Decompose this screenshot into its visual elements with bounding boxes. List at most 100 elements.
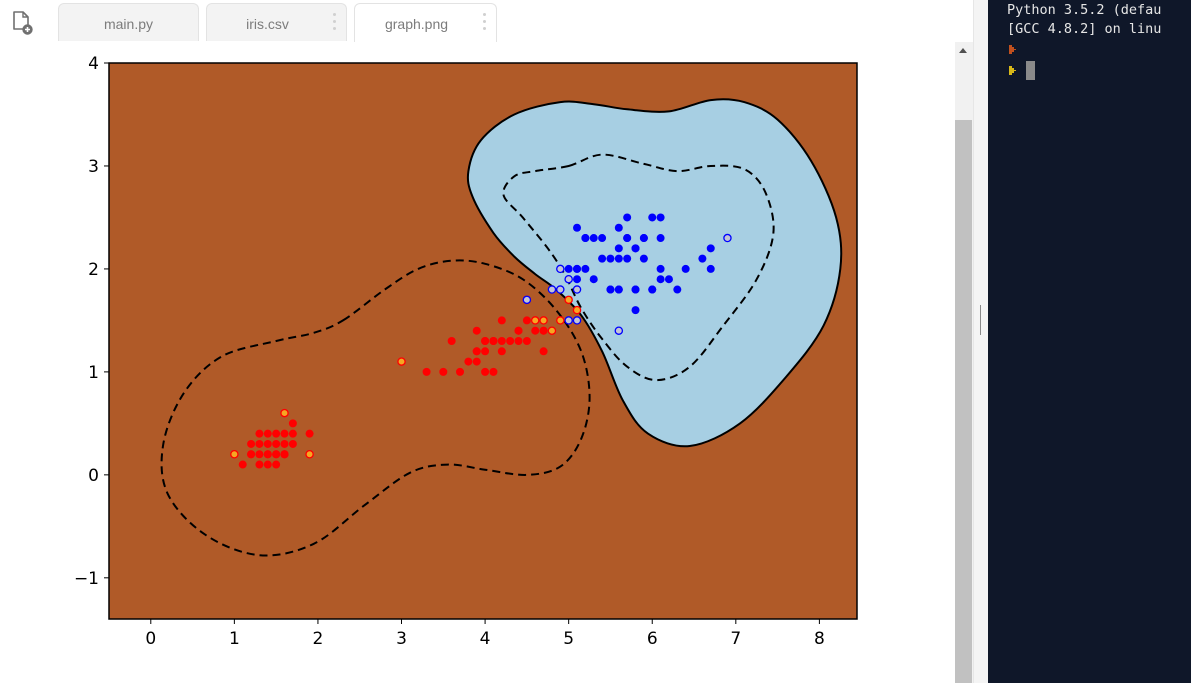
data-point [247, 450, 256, 459]
tab-label: main.py [103, 16, 154, 32]
axes-frame [108, 62, 858, 620]
y-tick-label: 2 [88, 260, 99, 280]
support-vector-point [547, 285, 557, 294]
terminal-line: [GCC 4.8.2] on linu [1007, 21, 1162, 37]
data-point [263, 439, 272, 448]
kebab-menu-icon[interactable] [483, 13, 487, 33]
data-point [272, 460, 281, 469]
tab-iris-csv[interactable]: iris.csv [206, 3, 347, 41]
data-point [681, 264, 690, 273]
support-vector-point [547, 326, 557, 335]
data-point [247, 439, 256, 448]
data-point [305, 429, 314, 438]
data-point [564, 264, 573, 273]
image-viewer: 0 1 2 3 4 5 6 7 8 −1 0 1 2 3 4 [0, 42, 955, 683]
y-tick-label: 1 [88, 363, 99, 383]
data-point [522, 337, 531, 345]
data-point [422, 367, 431, 376]
pane-divider[interactable] [973, 0, 988, 683]
terminal-console[interactable]: Python 3.5.2 (defau [GCC 4.8.2] on linu [988, 0, 1191, 683]
x-tick-label: 0 [145, 629, 156, 649]
support-vector-point [564, 295, 573, 305]
data-point [539, 347, 548, 356]
y-tick-label: 0 [88, 466, 99, 486]
data-point [489, 337, 498, 345]
x-tick-label: 2 [313, 629, 324, 649]
tab-graph-png[interactable]: graph.png [354, 3, 497, 43]
data-point [656, 264, 665, 273]
terminal-cursor [1026, 61, 1035, 80]
data-point [581, 264, 590, 273]
new-file-icon[interactable] [10, 10, 34, 36]
data-point [631, 306, 640, 315]
kebab-menu-icon[interactable] [333, 13, 337, 33]
data-point [614, 244, 623, 253]
data-point [573, 223, 582, 232]
support-vector-point [530, 316, 540, 325]
tab-label: iris.csv [246, 16, 289, 32]
divider-grip[interactable] [980, 305, 981, 335]
decision-boundary-line [466, 98, 843, 448]
scrollbar-thumb[interactable] [955, 120, 972, 683]
y-tick-label: −1 [74, 569, 99, 589]
support-vector-point [564, 274, 573, 284]
support-vector-point [572, 285, 582, 294]
data-point [598, 254, 607, 263]
data-point [464, 357, 473, 366]
data-point [497, 337, 506, 345]
data-point [539, 326, 548, 335]
data-point [280, 450, 289, 459]
support-vector-point [522, 295, 532, 305]
vertical-scrollbar[interactable] [955, 42, 973, 683]
data-point [472, 357, 481, 366]
triangle-up-icon[interactable] [959, 48, 967, 53]
data-point [614, 285, 623, 294]
data-point [656, 213, 665, 222]
data-point [272, 439, 281, 448]
support-vector-point [397, 357, 406, 366]
data-point [255, 429, 264, 438]
data-point [648, 285, 657, 294]
data-point [472, 347, 481, 356]
data-point [489, 367, 498, 376]
data-point [280, 439, 289, 448]
support-vector-point [572, 316, 582, 325]
support-vector-point [556, 285, 565, 294]
support-vector-point [280, 408, 289, 418]
support-vector-point [539, 316, 548, 325]
data-point [698, 254, 707, 263]
data-point [631, 285, 640, 294]
data-point [623, 234, 632, 243]
data-point [614, 223, 623, 232]
data-point [581, 234, 590, 243]
support-vector-point [564, 316, 573, 325]
data-point [706, 244, 715, 253]
data-point [272, 450, 281, 459]
data-point [648, 213, 657, 222]
support-vector-point [572, 305, 582, 315]
data-point [623, 213, 632, 222]
support-vector-point [723, 233, 732, 243]
x-tick-label: 7 [730, 629, 741, 649]
data-point [573, 275, 582, 284]
data-point [481, 347, 490, 356]
tab-main-py[interactable]: main.py [58, 3, 199, 41]
data-point [288, 429, 297, 438]
data-point [522, 316, 531, 325]
data-point [598, 234, 607, 243]
tab-bar: main.py iris.csv graph.png [0, 0, 973, 43]
margin-line-upper [502, 153, 775, 382]
data-point [606, 285, 615, 294]
data-point [573, 264, 582, 273]
x-tick-label: 5 [563, 629, 574, 649]
margin-line-lower [160, 259, 591, 557]
chevron-right-icon [1009, 45, 1016, 54]
data-point [706, 264, 715, 273]
data-point [589, 234, 598, 243]
x-tick-label: 4 [480, 629, 491, 649]
data-point [506, 337, 515, 345]
terminal-line: Python 3.5.2 (defau [1007, 2, 1162, 18]
data-point [255, 460, 264, 469]
data-point [514, 337, 523, 345]
chevron-right-icon [1009, 66, 1016, 75]
